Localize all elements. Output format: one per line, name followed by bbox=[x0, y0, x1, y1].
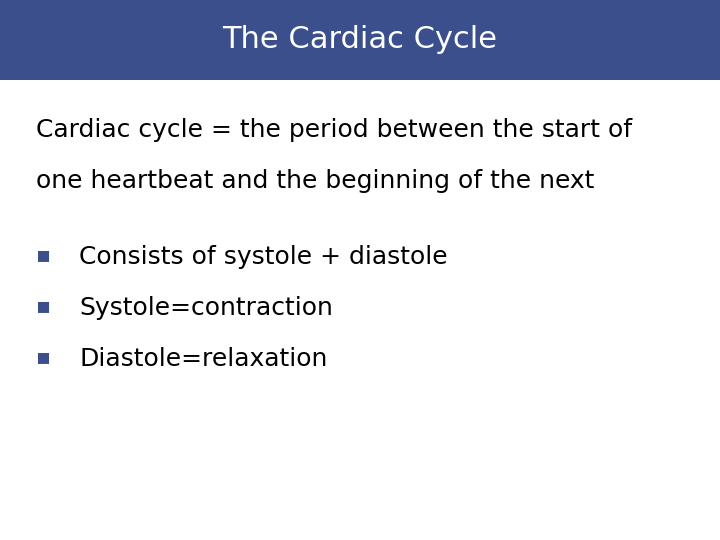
Text: Diastole=relaxation: Diastole=relaxation bbox=[79, 347, 328, 371]
Text: The Cardiac Cycle: The Cardiac Cycle bbox=[222, 25, 498, 55]
Text: ▪: ▪ bbox=[36, 296, 51, 316]
Text: Cardiac cycle = the period between the start of: Cardiac cycle = the period between the s… bbox=[36, 118, 632, 141]
Text: Systole=contraction: Systole=contraction bbox=[79, 296, 333, 320]
Text: Consists of systole + diastole: Consists of systole + diastole bbox=[79, 245, 448, 268]
Text: ▪: ▪ bbox=[36, 245, 51, 265]
Bar bbox=[0, 0, 720, 80]
Text: one heartbeat and the beginning of the next: one heartbeat and the beginning of the n… bbox=[36, 169, 595, 193]
Text: ▪: ▪ bbox=[36, 347, 51, 367]
